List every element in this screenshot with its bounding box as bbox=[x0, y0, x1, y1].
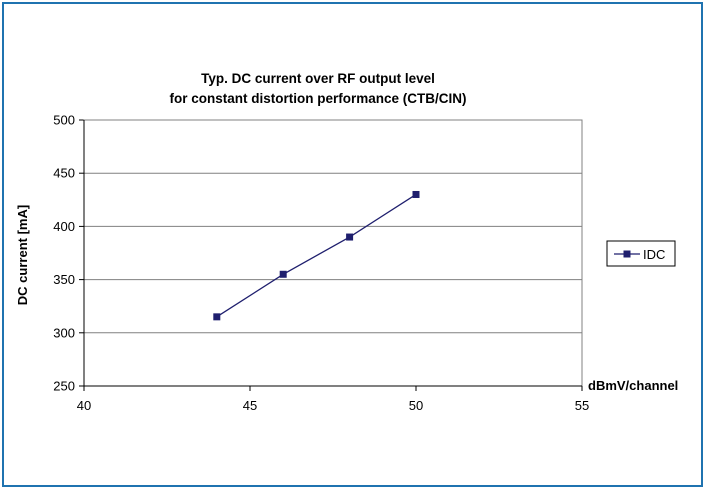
data-point bbox=[412, 190, 420, 198]
chart-title-line-1: Typ. DC current over RF output level bbox=[201, 71, 435, 86]
x-axis-label: dBmV/channel bbox=[588, 378, 678, 393]
x-tick-label: 55 bbox=[575, 398, 589, 413]
series-line-idc bbox=[216, 193, 417, 318]
chart-title-line-2: for constant distortion performance (CTB… bbox=[169, 91, 466, 106]
legend-label-idc: IDC bbox=[643, 247, 665, 262]
y-tick-label: 250 bbox=[53, 379, 75, 394]
data-point bbox=[279, 270, 287, 278]
legend: IDC bbox=[606, 240, 676, 267]
x-tick-label: 50 bbox=[409, 398, 423, 413]
y-tick-label: 300 bbox=[53, 325, 75, 340]
data-point bbox=[213, 313, 221, 321]
legend-marker bbox=[623, 250, 631, 258]
y-axis-label: DC current [mA] bbox=[15, 205, 30, 305]
y-tick-label: 450 bbox=[53, 166, 75, 181]
y-tick-label: 500 bbox=[53, 113, 75, 128]
tick-labels: 250 300 350 400 450 500 40 45 50 55 bbox=[53, 113, 589, 414]
axes bbox=[79, 119, 583, 391]
data-point bbox=[346, 233, 354, 241]
y-tick-label: 400 bbox=[53, 219, 75, 234]
plot-area-border bbox=[83, 119, 583, 387]
x-tick-label: 40 bbox=[77, 398, 91, 413]
y-tick-label: 350 bbox=[53, 272, 75, 287]
grid-lines bbox=[84, 119, 582, 334]
x-tick-label: 45 bbox=[243, 398, 257, 413]
series-layer bbox=[213, 190, 420, 321]
